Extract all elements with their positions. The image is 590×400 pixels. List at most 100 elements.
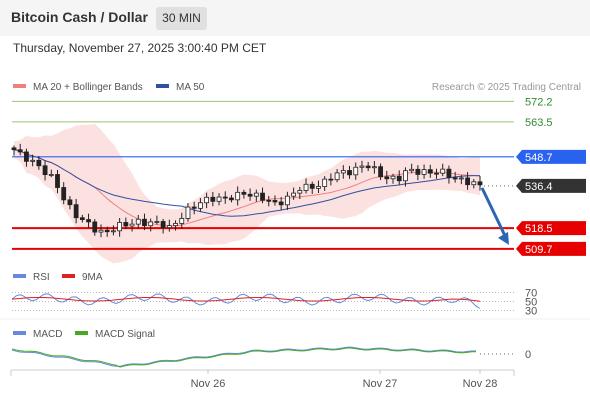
legend-swatch	[13, 331, 26, 335]
candle-body	[365, 165, 371, 169]
level-tag	[516, 221, 586, 236]
candle-body	[166, 225, 172, 229]
candle-body	[409, 168, 415, 172]
current-price-label: 536.4	[525, 181, 553, 193]
bollinger-band-area	[14, 124, 480, 264]
candle-body	[359, 165, 365, 168]
candle-body	[67, 199, 73, 206]
price-labels: 572.2 563.5 548.7 518.5 509.7 536.4	[516, 96, 586, 256]
candle-body	[440, 168, 446, 174]
ma50-line	[13, 149, 480, 217]
candle-body	[86, 219, 91, 223]
candle-body	[222, 196, 228, 199]
candle-body	[117, 222, 123, 232]
candle-body	[30, 159, 36, 162]
legend-label: MACD Signal	[95, 329, 155, 340]
candle-body	[210, 196, 216, 202]
candle-body	[216, 196, 222, 202]
legend-label: MACD	[33, 329, 62, 340]
candle-body	[61, 187, 67, 201]
candlesticks	[11, 143, 483, 238]
legend-label: MA 50	[176, 82, 205, 93]
candle-body	[185, 206, 191, 219]
x-tick-label: Nov 27	[363, 378, 398, 390]
macd-line	[11, 346, 477, 367]
candle-body	[104, 229, 110, 233]
candle-body	[191, 206, 197, 209]
macd-tick: 0	[525, 349, 531, 361]
timestamp: Thursday, November 27, 2025 3:00:40 PM C…	[13, 41, 267, 55]
candle-body	[403, 170, 408, 182]
candle-body	[179, 218, 185, 224]
candle-body	[135, 218, 141, 225]
instrument-title: Bitcoin Cash / Dollar	[11, 9, 148, 25]
candle-body	[316, 186, 321, 189]
candle-body	[347, 170, 352, 176]
candle-body	[378, 166, 383, 178]
candle-body	[73, 204, 79, 219]
level-label: 509.7	[525, 244, 553, 256]
candle-body	[477, 181, 483, 186]
candle-body	[371, 166, 377, 169]
candle-body	[98, 229, 104, 233]
candle-body	[260, 192, 265, 201]
candle-body	[79, 217, 85, 220]
level-label: 548.7	[525, 152, 553, 164]
timeframe-badge[interactable]: 30 MIN	[156, 7, 207, 30]
candle-body	[235, 191, 241, 201]
legend-swatch	[13, 84, 26, 88]
candle-body	[434, 172, 439, 175]
level-tag	[516, 149, 586, 164]
moving-averages	[13, 149, 481, 227]
legend-label: MA 20 + Bollinger Bands	[33, 82, 143, 93]
candle-body	[204, 196, 210, 204]
candle-body	[92, 221, 98, 233]
candle-body	[17, 149, 23, 153]
candle-body	[241, 191, 247, 195]
candle-body	[390, 175, 396, 180]
candle-body	[291, 192, 297, 197]
candle-body	[272, 200, 278, 203]
current-price-tag	[516, 178, 586, 193]
legend-swatch	[156, 84, 169, 88]
candle-body	[353, 166, 359, 176]
candle-body	[173, 223, 178, 227]
chart-header: Bitcoin Cash / Dollar 30 MIN	[0, 0, 590, 36]
candle-body	[309, 183, 315, 189]
candle-body	[328, 178, 334, 181]
candle-body	[129, 223, 135, 227]
candle-body	[55, 174, 60, 188]
candle-body	[452, 177, 458, 180]
candle-body	[142, 218, 147, 227]
candle-body	[253, 192, 259, 197]
watermark: Research © 2025 Trading Central	[432, 82, 581, 93]
candle-body	[340, 170, 346, 174]
level-label: 518.5	[525, 223, 553, 235]
candle-body	[396, 175, 402, 182]
candle-body	[160, 221, 166, 229]
candle-body	[229, 197, 234, 201]
candle-body	[334, 172, 340, 181]
level-tag	[516, 241, 586, 256]
bollinger-bands	[14, 124, 480, 264]
candle-body	[123, 222, 129, 227]
candle-body	[111, 230, 116, 233]
candle-body	[278, 201, 284, 206]
candle-body	[148, 221, 154, 227]
macd-signal-line	[11, 347, 477, 368]
candle-body	[11, 147, 17, 151]
candle-body	[297, 190, 303, 194]
legend-swatch	[75, 331, 88, 335]
level-label: 563.5	[525, 117, 553, 129]
legend-swatch	[62, 274, 75, 278]
candle-body	[471, 181, 477, 186]
candle-body	[303, 183, 309, 191]
x-tick-label: Nov 28	[463, 378, 498, 390]
rsi-ma-line	[11, 297, 481, 302]
candle-body	[458, 177, 464, 180]
candle-body	[427, 169, 433, 174]
rsi-tick: 50	[525, 297, 537, 309]
candle-body	[24, 151, 29, 162]
